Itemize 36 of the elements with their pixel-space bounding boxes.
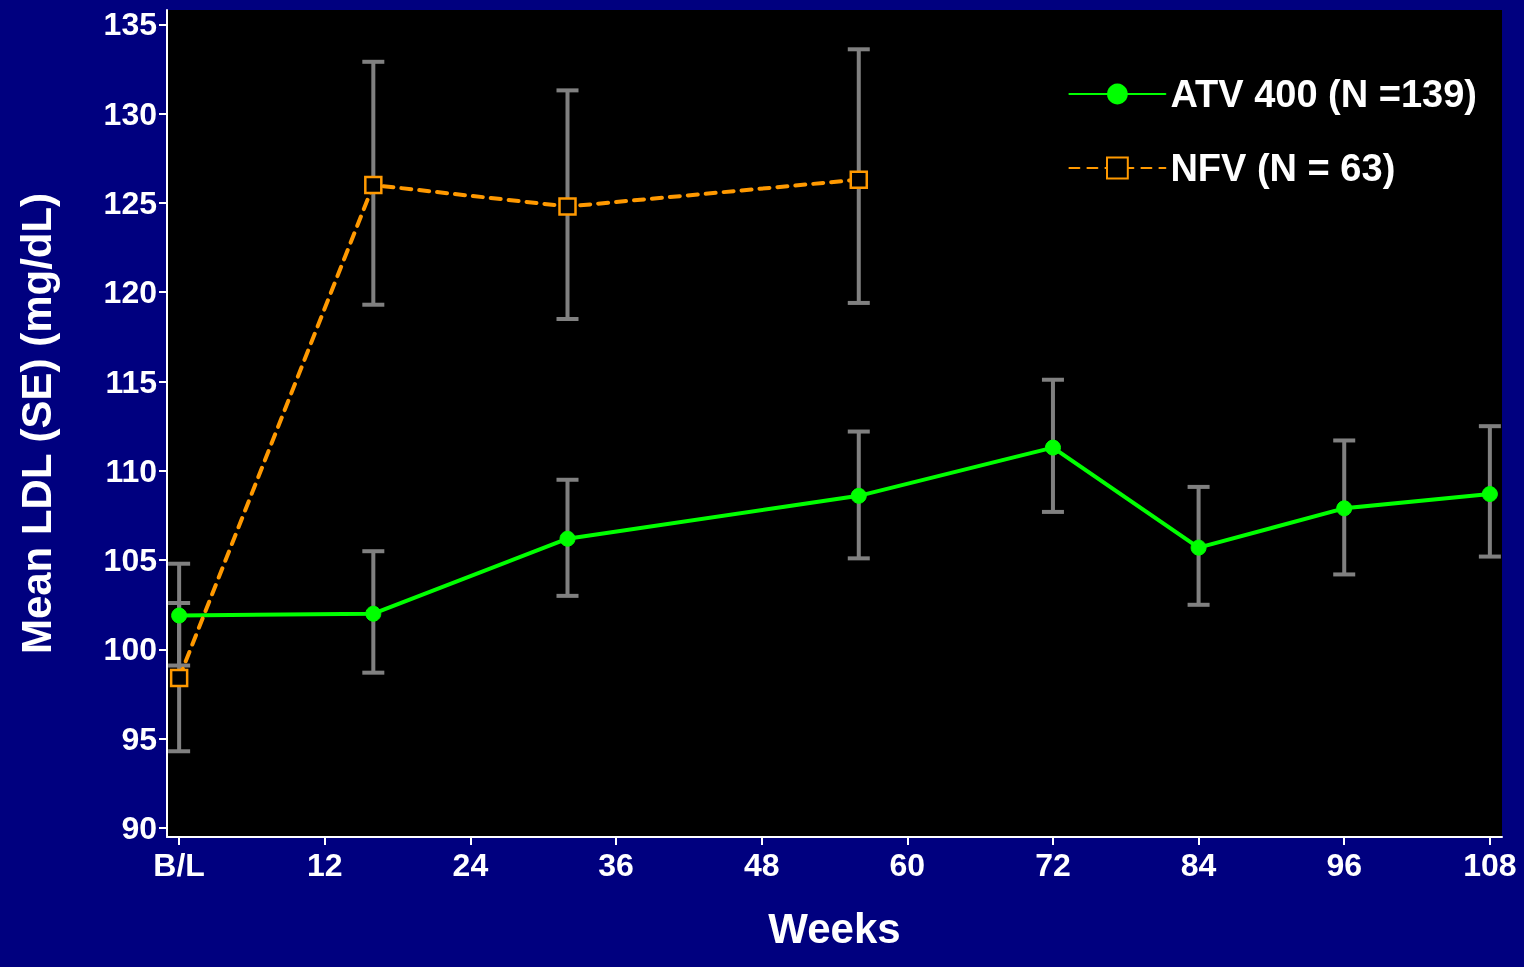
x-tick-label: 72: [1035, 847, 1071, 883]
point: [849, 170, 869, 189]
point: [558, 197, 577, 216]
y-tick-label: 115: [105, 363, 157, 400]
point: [365, 605, 382, 622]
x-tick-label: 108: [1463, 847, 1517, 883]
point: [850, 487, 867, 504]
y-tick-label: 105: [103, 542, 157, 579]
y-tick-label: 135: [103, 6, 157, 43]
x-axis-title: Weeks: [768, 904, 901, 952]
y-tick-label: 110: [105, 452, 157, 489]
point: [1190, 539, 1207, 556]
y-axis-title: Mean LDL (SE) (mg/dL): [12, 192, 60, 655]
x-tick-label: 48: [743, 847, 780, 883]
y-tick-label: 130: [103, 95, 157, 132]
point: [1481, 486, 1498, 503]
legend-label: NFV (N = 63): [1170, 147, 1396, 189]
y-tick-label: 125: [103, 184, 157, 221]
x-tick-label: 12: [306, 847, 343, 883]
point: [1336, 500, 1353, 517]
x-tick-label: 96: [1326, 847, 1363, 883]
point: [364, 175, 383, 195]
y-tick-label: 90: [121, 810, 157, 847]
point: [559, 530, 576, 547]
legend-label: ATV 400 (N =139): [1170, 73, 1478, 115]
point: [1044, 439, 1061, 456]
point: [169, 668, 189, 688]
x-tick-label: 84: [1180, 847, 1217, 883]
x-tick-label: B/L: [153, 847, 205, 883]
x-tick-label: 24: [452, 847, 489, 883]
y-tick-label: 95: [121, 720, 157, 757]
x-tick-label: 36: [598, 847, 634, 883]
point: [171, 607, 188, 624]
x-tick-label: 60: [889, 847, 926, 883]
y-tick-label: 100: [103, 631, 157, 668]
y-tick-label: 120: [103, 274, 157, 311]
